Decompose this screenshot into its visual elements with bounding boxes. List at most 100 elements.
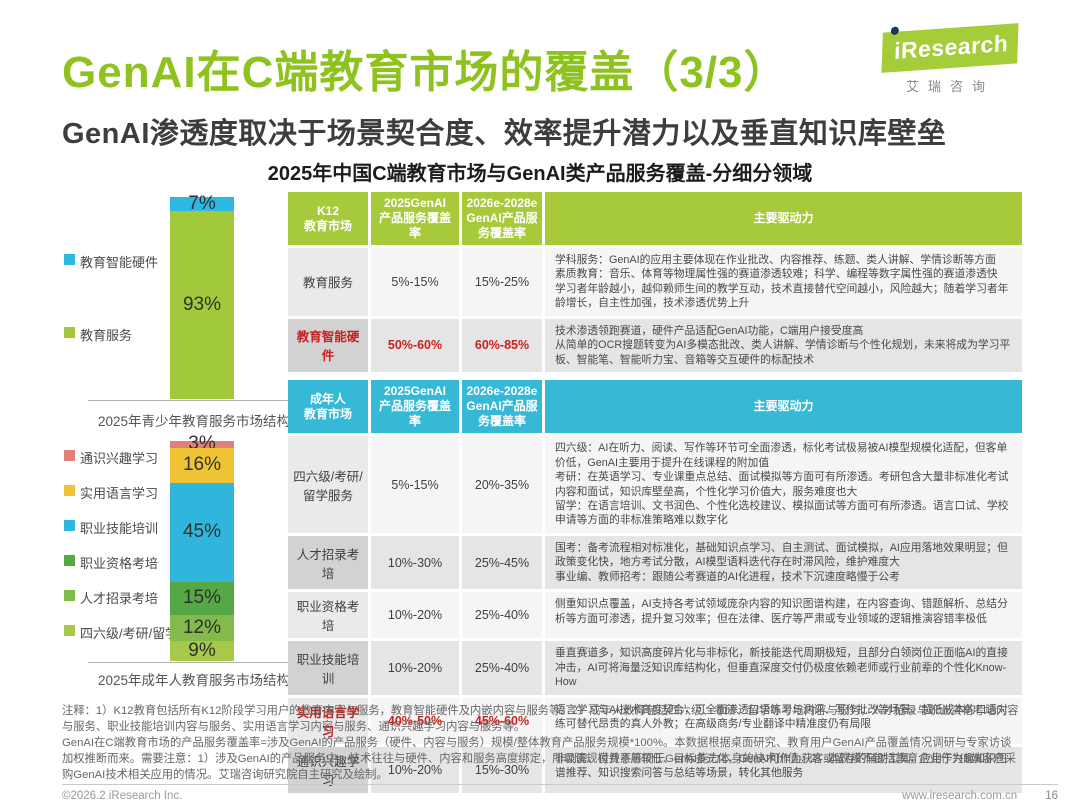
coverage-2026-2028-cell: 45%-60%: [462, 697, 542, 744]
coverage-tables: K12 教育市场 2025GenAI 产品服务覆盖率 2026e-2028e Gen…: [288, 192, 1022, 801]
driver-line: 语言学习与AI技术高度契合，可全面渗透口语练习与测评、写作批改等场景，超低成本的…: [555, 703, 1008, 731]
legend-label: 四六级/考研/留学: [80, 626, 179, 641]
driver-line: 留学：在语言培训、文书润色、个性化选校建议、模拟面试等方面可有所渗透。语言口试、…: [555, 499, 1009, 527]
legend-label: 通识兴趣学习: [80, 451, 159, 466]
legend-label: 职业资格考培: [80, 556, 159, 571]
category-cell: 教育智能硬件: [288, 318, 368, 373]
chart-youth-market-structure: 教育智能硬件 教育服务 7% 93% 2025年青少年教育服务市场结构: [58, 193, 308, 436]
driver-line: 侧重知识点覆盖，AI支持各考试领域庞杂内容的知识图谱构建，在内容查询、错题解析、…: [555, 598, 1008, 625]
coverage-2025-cell: 5%-15%: [371, 436, 459, 533]
coverage-2026-2028-cell: 15%-25%: [462, 248, 542, 316]
drivers-cell: 学科服务：GenAI的应用主要体现在作业批改、内容推荐、练题、类人讲解、学情诊断…: [545, 248, 1022, 316]
driver-line: 考研：在英语学习、专业课重点总结、面试模拟等方面可有所渗透。考研包含大量非标准化…: [555, 471, 1009, 498]
logo-i-dot-icon: [890, 26, 899, 36]
bar-segment: 12%: [170, 614, 234, 642]
drivers-cell: 技术渗透领跑赛道，硬件产品适配GenAI功能，C端用户接受度高从简单的OCR搜题…: [545, 318, 1022, 373]
bar-segment-label: 93%: [182, 294, 222, 316]
bar-segment: 15%: [170, 581, 234, 615]
chart-title: 2025年青少年教育服务市场结构: [97, 414, 291, 429]
footnotes: 注释：1）K12教育包括所有K12阶段学习用户的教育内容与服务，教育智能硬件及内…: [62, 703, 1020, 783]
bar-segment-label: 9%: [188, 640, 216, 662]
bar-segment-label: 7%: [188, 193, 216, 215]
legend-swatch: [64, 555, 75, 566]
bar-segment: 16%: [170, 447, 234, 483]
legend-swatch: [64, 254, 75, 265]
bar-segment: 93%: [170, 211, 234, 399]
legend-label: 职业技能培训: [80, 521, 159, 536]
logo-brand-badge: iResearch: [881, 23, 1019, 73]
table-header-cell: K12 教育市场: [288, 192, 368, 245]
copyright: ©2026.2 iResearch Inc.: [62, 790, 183, 802]
legend-label: 人才招录考培: [80, 591, 159, 606]
note-line: GenAI在C端教育市场的产品服务覆盖率=涉及GenAI的产品服务（硬件、内容与…: [62, 737, 1017, 782]
adult-table: 成年人 教育市场 2025GenAI 产品服务覆盖率 2026e-2028e Gen…: [288, 380, 1022, 793]
table-header-cell: 成年人 教育市场: [288, 380, 368, 434]
drivers-cell: 国考：备考流程相对标准化，基础知识点学习、自主测试、面试模拟，AI应用落地效果明…: [545, 535, 1022, 590]
driver-line: 从简单的OCR搜题转变为AI多模态批改、类人讲解、学情诊断与个性化规划，未来将成…: [555, 339, 1011, 366]
bar-segment: 9%: [170, 640, 234, 662]
chart-axis-line: [88, 400, 308, 401]
driver-line: 学习者年龄越小，越仰赖师生间的教学互动，技术直接替代空间越小，风险越大；随着学习…: [555, 282, 1009, 310]
bar-stack: 3% 16% 45% 15% 12% 9%: [170, 433, 234, 662]
table-header-cell: 2026e-2028e GenAI产品服 务覆盖率: [462, 380, 542, 434]
bar-segment: 7%: [170, 193, 234, 214]
legend-swatch: [64, 450, 75, 461]
chart-adult-legend: 通识兴趣学习实用语言学习职业技能培训 职业资格考培 人才招录考培四六级/考研/留学: [64, 448, 178, 642]
legend-item: 职业技能培训: [64, 518, 178, 537]
coverage-2026-2028-cell: 60%-85%: [462, 318, 542, 373]
legend-item: 教育智能硬件: [64, 252, 158, 271]
legend-label: 教育智能硬件: [80, 255, 159, 270]
coverage-2025-cell: 50%-60%: [371, 318, 459, 373]
driver-line: 事业编、教师招考：跟随公考赛道的AI化进程，技术下沉速度略慢于公考: [555, 570, 900, 583]
iresearch-logo: iResearch 艾瑞咨询: [870, 23, 1030, 95]
driver-line: 素质教育：音乐、体育等物理属性强的赛道渗透较难；科学、编程等数字属性强的赛道渗透…: [555, 268, 998, 281]
category-cell: 教育服务: [288, 248, 368, 316]
drivers-cell: 语言学习与AI技术高度契合，可全面渗透口语练习与测评、写作批改等场景，超低成本的…: [545, 697, 1022, 744]
legend-item: 教育服务: [64, 325, 158, 344]
coverage-2026-2028-cell: 20%-35%: [462, 436, 542, 533]
logo-brand-cn: 艾瑞咨询: [905, 79, 994, 94]
chart-title: 2025年成年人教育服务市场结构: [97, 673, 291, 688]
drivers-cell: 四六级：AI在听力、阅读、写作等环节可全面渗透，标化考试极易被AI模型规模化适配…: [545, 436, 1022, 533]
page-title: GenAI在C端教育市场的覆盖（3/3）: [62, 48, 789, 97]
category-cell: 职业资格考培: [288, 592, 368, 639]
coverage-2026-2028-cell: 25%-40%: [462, 641, 542, 695]
category-cell: 人才招录考培: [288, 535, 368, 590]
page-subtitle: GenAI渗透度取决于场景契合度、效率提升潜力以及垂直知识库壁垒: [62, 118, 947, 150]
legend-swatch: [64, 520, 75, 531]
bar-segment-label: 12%: [182, 616, 222, 638]
legend-swatch: [64, 327, 75, 338]
legend-item: 通识兴趣学习: [64, 448, 178, 467]
drivers-cell: 垂直赛道多，知识高度碎片化与非标化，新技能迭代周期极短，且部分白领岗位正面临AI…: [545, 641, 1022, 695]
legend-item: 人才招录考培: [64, 588, 178, 607]
bar-segment-label: 15%: [182, 587, 222, 609]
driver-line: 技术渗透领跑赛道，硬件产品适配GenAI功能，C端用户接受度高: [555, 324, 864, 337]
chart-adult-market-structure: 通识兴趣学习 实用语言学习 职业技能培训 职业资格考培 人才招录考培 四六级/考研/留学 …: [58, 433, 308, 690]
bar-segment-label: 16%: [182, 454, 222, 476]
coverage-2025-cell: 5%-15%: [371, 248, 459, 316]
legend-label: 教育服务: [80, 328, 133, 343]
driver-line: 垂直赛道多，知识高度碎片化与非标化，新技能迭代周期极短，且部分白领岗位正面临AI…: [555, 647, 1008, 689]
coverage-2026-2028-cell: 25%-40%: [462, 592, 542, 639]
legend-swatch: [64, 625, 75, 636]
chart-axis-line: [88, 662, 308, 663]
coverage-2025-cell: 10%-20%: [371, 592, 459, 639]
section-title: 2025年中国C端教育市场与GenAI类产品服务覆盖-分细分领域: [267, 163, 813, 185]
page-number: 16: [1045, 790, 1058, 802]
drivers-cell: 侧重知识点覆盖，AI支持各考试领域庞杂内容的知识图谱构建，在内容查询、错题解析、…: [545, 592, 1022, 639]
bar-segment-label: 45%: [182, 521, 222, 543]
note-line: 注释：1）K12教育包括所有K12阶段学习用户的教育内容与服务，教育智能硬件及内…: [62, 705, 1019, 734]
driver-line: 非刚需、付费意愿较低、目标多元化，GenAI可作为获客或留存的辅助工具，应用于兴…: [555, 752, 1007, 780]
coverage-2025-cell: 40%-50%: [371, 697, 459, 744]
table-header-cell: 2025GenAI 产品服务覆盖率: [371, 380, 459, 434]
category-cell: 职业技能培训: [288, 641, 368, 695]
logo-brand-text: iResearch: [893, 29, 1009, 64]
legend-item: 四六级/考研/留学: [64, 623, 178, 642]
legend-item: 实用语言学习: [64, 483, 178, 502]
bar-segment: 3%: [170, 433, 234, 454]
table-header-cell: 2026e-2028e GenAI产品服 务覆盖率: [462, 192, 542, 245]
legend-item: 职业资格考培: [64, 553, 178, 572]
table-header-cell: 主要驱动力: [545, 380, 1022, 434]
category-cell: 实用语言学习: [288, 697, 368, 744]
